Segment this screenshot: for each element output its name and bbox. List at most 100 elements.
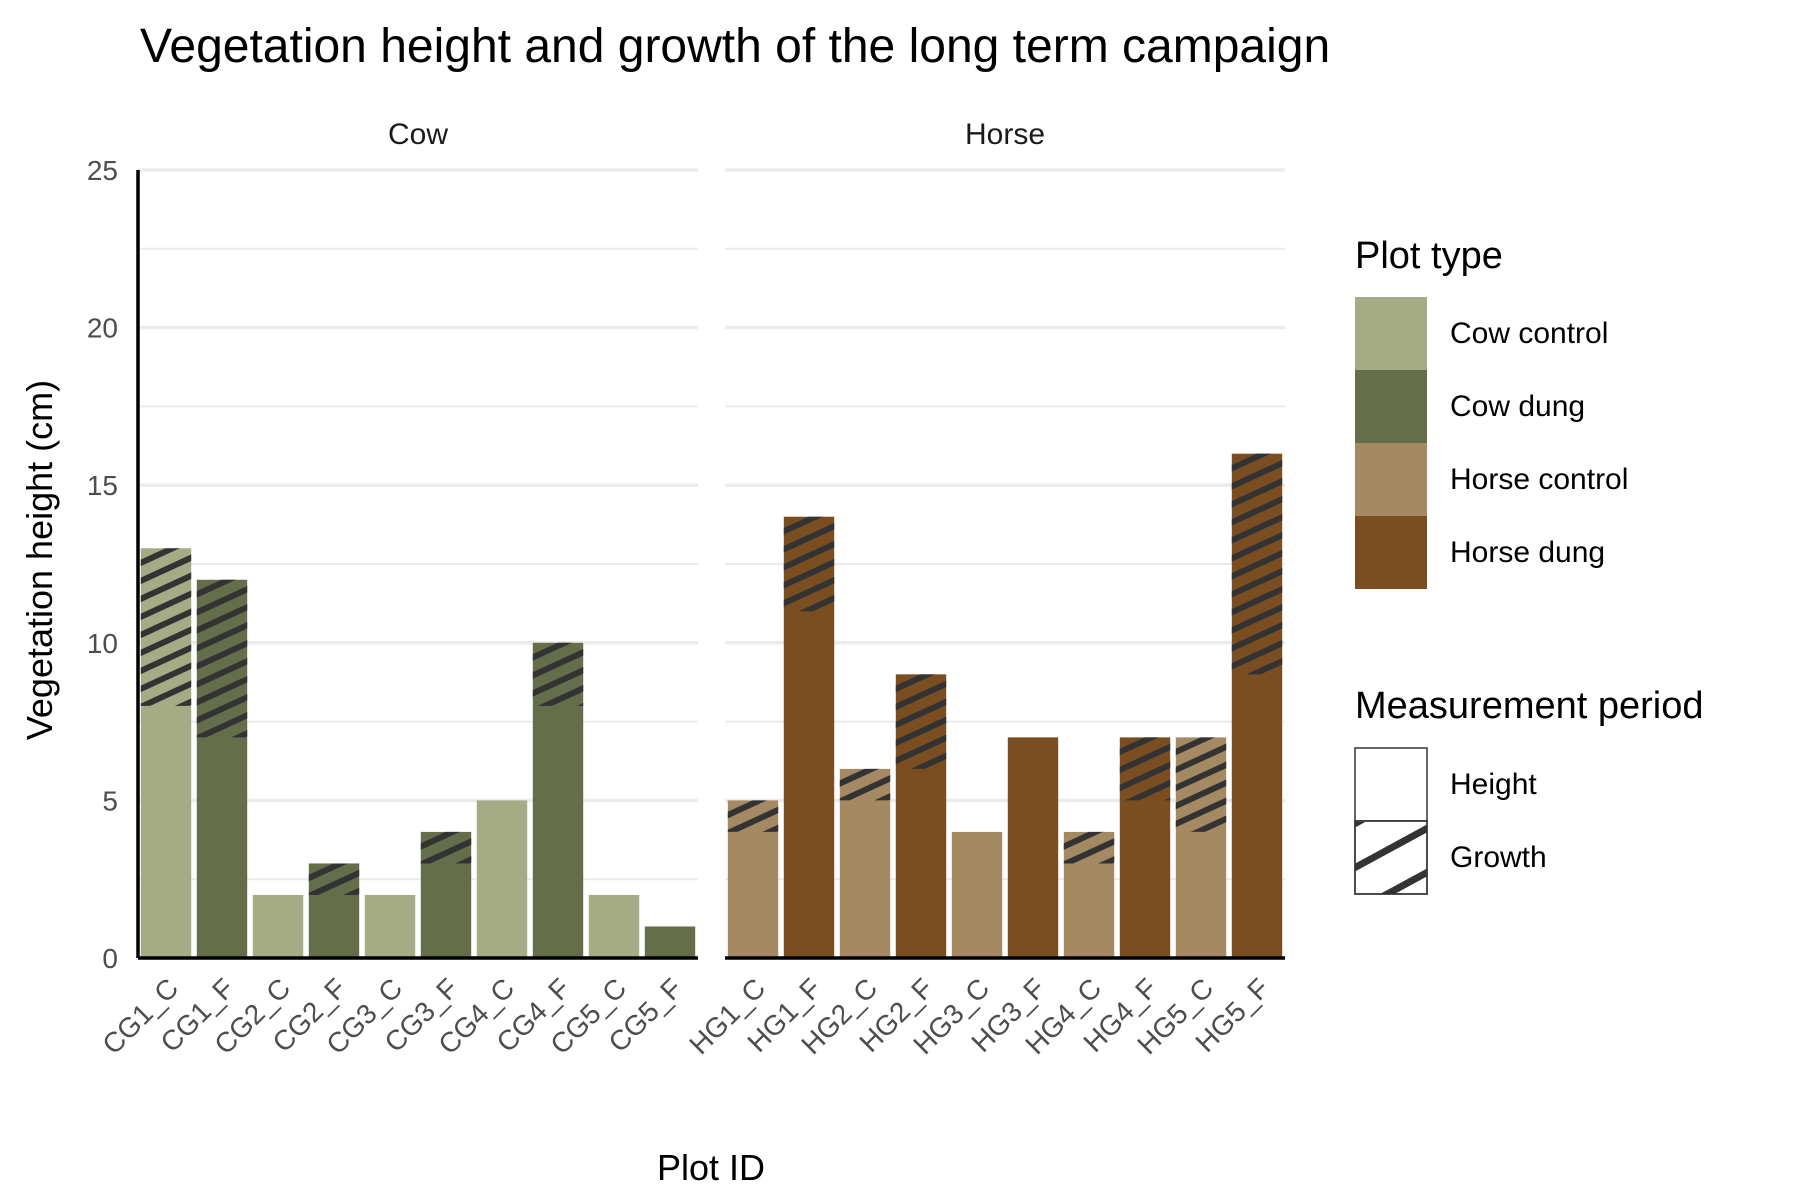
hatch-line bbox=[1231, 567, 1283, 598]
legend-label: Horse dung bbox=[1450, 536, 1605, 569]
hatch-line bbox=[1115, 691, 1175, 719]
hatch-line bbox=[196, 579, 236, 598]
hatch-line bbox=[1175, 737, 1215, 756]
hatch-line bbox=[1059, 749, 1119, 777]
hatch-line bbox=[1115, 637, 1175, 665]
hatch-line bbox=[1227, 407, 1287, 435]
hatch-line bbox=[1231, 513, 1283, 544]
y-axis-title: Vegetation height (cm) bbox=[19, 380, 60, 740]
hatch-line bbox=[537, 684, 584, 706]
legend-label: Height bbox=[1450, 768, 1537, 801]
growth-hatch-HG4_F bbox=[1115, 637, 1175, 801]
hatch-line bbox=[140, 626, 192, 657]
hatch-line bbox=[1063, 838, 1115, 864]
hatch-line bbox=[532, 666, 584, 697]
hatch-line bbox=[1231, 549, 1283, 580]
legend-hatch bbox=[1355, 822, 1427, 894]
legend-title-measurement-period: Measurement period bbox=[1355, 685, 1704, 727]
hatch-line bbox=[196, 675, 248, 706]
hatch-line bbox=[532, 648, 584, 679]
hatch-line bbox=[1175, 779, 1227, 810]
hatch-line bbox=[1231, 621, 1283, 652]
hatch-line bbox=[528, 614, 588, 642]
hatch-line bbox=[416, 803, 476, 831]
hatch-line bbox=[136, 483, 196, 511]
hatch-line bbox=[835, 686, 895, 714]
hatch-line bbox=[1231, 453, 1271, 472]
hatch-line bbox=[1119, 737, 1159, 756]
hatch-line bbox=[140, 554, 192, 585]
y-tick-label: 0 bbox=[102, 943, 118, 974]
hatch-line bbox=[779, 452, 839, 480]
y-axis-ticks: 0 5 10 15 20 25 bbox=[87, 155, 118, 974]
bar-CG1_C bbox=[140, 548, 192, 958]
hatch-line bbox=[783, 540, 835, 571]
hatch-line bbox=[1231, 531, 1283, 562]
panel-cow: CowCG1_CCG1_FCG2_CCG2_FCG3_CCG3_FCG4_CCG… bbox=[96, 118, 698, 1060]
hatch-line bbox=[1119, 743, 1171, 774]
hatch-line bbox=[416, 731, 476, 759]
bar-CG2_C bbox=[252, 894, 304, 958]
y-tick-label: 25 bbox=[87, 155, 118, 186]
hatch-line bbox=[895, 734, 947, 765]
hatch-line bbox=[1231, 495, 1283, 526]
legend-title-plot-type: Plot type bbox=[1355, 235, 1503, 277]
hatch-line bbox=[835, 704, 895, 732]
hatch-line bbox=[1231, 459, 1283, 490]
hatch-line bbox=[528, 596, 588, 624]
hatch-line bbox=[196, 621, 248, 652]
hatch-line bbox=[196, 693, 248, 724]
hatch-line bbox=[140, 608, 192, 639]
y-tick-label: 15 bbox=[87, 470, 118, 501]
hatch-line bbox=[891, 646, 951, 674]
hatch-line bbox=[420, 831, 460, 850]
legend-swatch-cow-control bbox=[1355, 297, 1427, 370]
hatch-line bbox=[532, 642, 572, 661]
hatch-line bbox=[835, 668, 895, 696]
hatch-line bbox=[783, 522, 835, 553]
hatch-line bbox=[304, 763, 364, 791]
hatch-line bbox=[416, 749, 476, 777]
bar-CG4_C bbox=[476, 800, 528, 958]
growth-hatch-HG1_C bbox=[727, 800, 779, 832]
hatch-line bbox=[779, 488, 839, 516]
hatch-line bbox=[231, 729, 248, 738]
y-tick-label: 20 bbox=[87, 313, 118, 344]
hatch-line bbox=[1175, 761, 1227, 792]
bar-CG3_C bbox=[364, 894, 416, 958]
hatch-line bbox=[1171, 691, 1231, 719]
hatch-line bbox=[835, 740, 895, 768]
legend-swatch-cow-dung bbox=[1355, 370, 1427, 443]
growth-hatch-HG5_F bbox=[1227, 353, 1287, 675]
hatch-line bbox=[140, 572, 192, 603]
hatch-line bbox=[783, 558, 835, 589]
legend-key-border bbox=[1354, 820, 1428, 895]
hatch-line bbox=[1231, 585, 1283, 616]
hatch-line bbox=[783, 576, 835, 607]
hatch-line bbox=[308, 869, 360, 895]
hatch-line bbox=[136, 501, 196, 529]
hatch-line bbox=[839, 775, 891, 801]
growth-hatch-CG4_F bbox=[528, 578, 588, 706]
hatch-line bbox=[1231, 477, 1283, 508]
y-tick-label: 5 bbox=[102, 785, 118, 816]
hatch-line bbox=[835, 722, 895, 750]
bar-HG3_C bbox=[951, 831, 1003, 958]
hatch-line bbox=[1059, 803, 1119, 831]
hatch-line bbox=[136, 519, 196, 547]
legend-swatch-horse-control bbox=[1355, 443, 1427, 516]
hatch-line bbox=[1098, 856, 1115, 864]
hatch-line bbox=[798, 594, 835, 612]
hatch-line bbox=[528, 578, 588, 606]
legend-label: Growth bbox=[1450, 841, 1547, 874]
hatch-line bbox=[420, 838, 472, 864]
hatch-line bbox=[1227, 353, 1287, 381]
hatch-line bbox=[192, 497, 252, 525]
bar-CG5_F bbox=[644, 926, 696, 958]
hatch-line bbox=[762, 824, 779, 832]
hatch-line bbox=[895, 698, 947, 729]
growth-hatch-HG2_C bbox=[835, 668, 895, 801]
y-tick-label: 10 bbox=[87, 628, 118, 659]
bar-HG2_F bbox=[895, 674, 947, 958]
hatch-line bbox=[304, 835, 364, 863]
